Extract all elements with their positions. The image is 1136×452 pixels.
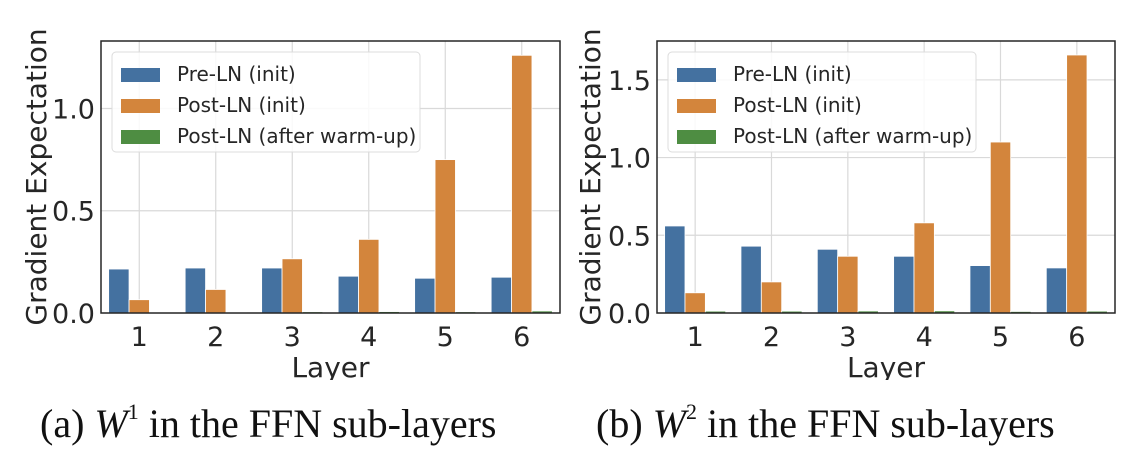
y-tick-label: 0.5: [608, 221, 651, 252]
legend-label: Post-LN (init): [733, 93, 862, 117]
bar-post-ln-init: [205, 289, 227, 314]
legend: Pre-LN (init) Post-LN (init) Post-LN (afte…: [667, 51, 977, 153]
bar-pre-ln-init: [664, 225, 686, 314]
y-axis-label: Gradient Expectation: [20, 28, 53, 325]
x-tick-label: 6: [1068, 322, 1085, 353]
bar-post-ln-init: [989, 141, 1012, 314]
caption-b: (b) W2 in the FFN sub-layers: [596, 398, 1055, 447]
bar-pre-ln-init: [1045, 267, 1068, 314]
bar-pre-ln-init: [108, 268, 130, 314]
x-tick-label: 3: [284, 322, 301, 353]
bar-post-ln-init: [1066, 54, 1088, 314]
y-tick-label: 0.5: [52, 197, 95, 228]
bar-pre-ln-init: [261, 267, 283, 314]
chart-a: 0.0 0.5 1.0 1 2 3 4 5 6 Pre-LN (init) Post-LN (ini…: [20, 28, 561, 380]
x-tick-label: 4: [360, 322, 377, 353]
caption-a: (a) W1 in the FFN sub-layers: [40, 398, 497, 447]
plot-frame: [656, 40, 1116, 314]
legend: Pre-LN (init) Post-LN (init) Post-LN (afte…: [111, 51, 421, 153]
y-tick-label: 1.0: [52, 94, 95, 125]
bar-pre-ln-init: [184, 267, 206, 314]
bar-pre-ln-init: [414, 277, 436, 314]
bar-post-ln-init: [760, 281, 783, 314]
legend-label: Pre-LN (init): [177, 62, 296, 86]
y-tick-label: 1.5: [608, 66, 651, 97]
legend-box: [667, 51, 977, 153]
caption-a-prefix: (a): [40, 401, 95, 446]
caption-a-var: W: [94, 401, 128, 446]
caption-b-var: W: [652, 401, 686, 446]
caption-b-sup: 2: [685, 398, 697, 424]
x-tick-label: 5: [992, 322, 1009, 353]
x-axis-label: Layer: [847, 351, 926, 380]
caption-b-prefix: (b): [596, 401, 653, 446]
bar-pre-ln-init: [816, 248, 839, 314]
bar-post-ln-init: [434, 159, 456, 314]
y-tick-label: 0.0: [52, 299, 95, 330]
x-tick-label: 2: [207, 322, 224, 353]
x-tick-label: 6: [513, 322, 530, 353]
y-tick-label: 0.0: [608, 299, 651, 330]
legend-swatch: [121, 99, 160, 113]
bar-post-ln-init: [511, 54, 533, 314]
legend-label: Post-LN (after warm-up): [177, 124, 416, 148]
chart-b: 0.0 0.5 1.0 1.5 1 2 3 4 5 6 Pre-LN (init) Post-LN (…: [574, 28, 1116, 380]
legend-swatch: [677, 99, 716, 113]
legend-label: Post-LN (after warm-up): [733, 124, 972, 148]
legend-swatch: [121, 68, 160, 82]
x-tick-label: 2: [763, 322, 780, 353]
legend-label: Pre-LN (init): [733, 62, 852, 86]
bar-post-ln-init: [837, 255, 859, 314]
x-tick-label: 1: [131, 322, 148, 353]
y-tick-label: 1.0: [608, 144, 651, 175]
x-tick-label: 1: [687, 322, 704, 353]
legend-box: [111, 51, 421, 153]
bar-pre-ln-init: [740, 245, 762, 314]
bar-pre-ln-init: [490, 276, 512, 314]
x-axis-label: Layer: [291, 351, 370, 380]
caption-b-suffix: in the FFN sub-layers: [696, 401, 1055, 446]
x-tick-label: 4: [916, 322, 933, 353]
plot-frame: [100, 40, 561, 314]
bar-pre-ln-init: [969, 265, 991, 314]
legend-label: Post-LN (init): [177, 93, 306, 117]
bar-pre-ln-init: [893, 255, 915, 314]
bar-post-ln-init: [913, 222, 935, 314]
bar-pre-ln-init: [337, 275, 359, 314]
y-axis-label: Gradient Expectation: [574, 28, 607, 325]
legend-swatch: [677, 130, 716, 144]
x-tick-label: 5: [437, 322, 454, 353]
legend-swatch: [121, 130, 160, 144]
bar-post-ln-init: [358, 238, 380, 314]
caption-a-sup: 1: [127, 398, 139, 424]
legend-swatch: [677, 68, 716, 82]
bar-post-ln-init: [281, 258, 303, 314]
caption-a-suffix: in the FFN sub-layers: [138, 401, 497, 446]
x-tick-label: 3: [839, 322, 856, 353]
bar-post-ln-init: [684, 292, 706, 314]
bar-post-ln-init: [128, 299, 150, 314]
